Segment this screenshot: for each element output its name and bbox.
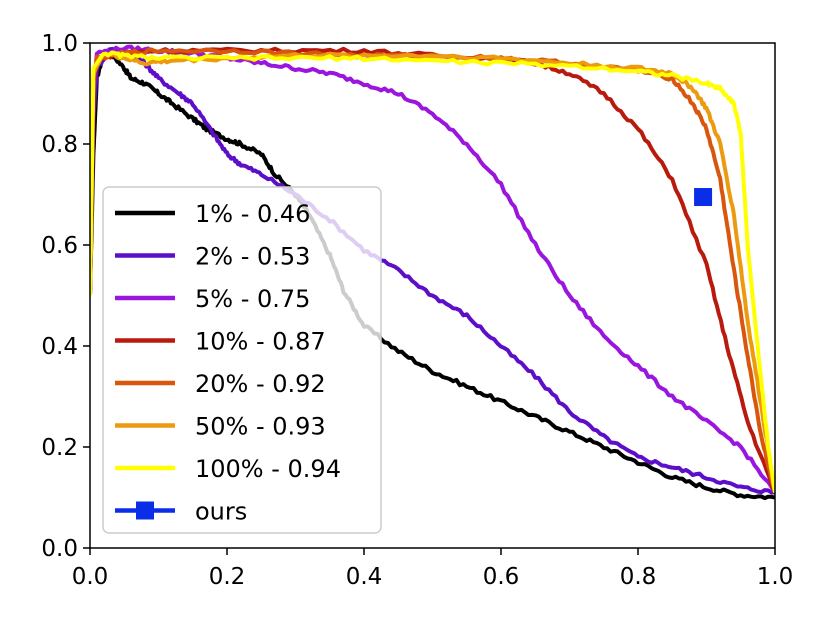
plot-frame: [89, 42, 776, 549]
legend-label: 100% - 0.94: [195, 455, 341, 483]
legend-box: [102, 186, 382, 534]
x-tick-label: 0.8: [620, 564, 657, 590]
legend: 1% - 0.46 2% - 0.53 5% - 0.75 10% - 0.87 20%…: [102, 186, 382, 534]
marker-ours: [694, 188, 713, 207]
legend-marker: [136, 501, 154, 520]
legend-label: 5% - 0.75: [195, 285, 310, 313]
legend-label: ours: [195, 498, 247, 526]
x-tick-label: 1.0: [757, 564, 794, 590]
legend-label: 1% - 0.46: [195, 200, 310, 228]
y-tick-label: 1.0: [41, 31, 78, 57]
marker-layer: [694, 188, 713, 207]
y-axis: 0.0 0.2 0.4 0.6 0.8 1.0: [41, 31, 90, 562]
legend-label: 2% - 0.53: [195, 243, 310, 271]
y-tick-label: 0.8: [41, 132, 78, 158]
legend-label: 20% - 0.92: [195, 370, 326, 398]
series-line-6: [90, 50, 775, 493]
y-tick-label: 0.2: [41, 435, 78, 461]
x-tick-label: 0.4: [346, 564, 383, 590]
x-tick-label: 0.0: [72, 564, 109, 590]
y-tick-label: 0.0: [41, 536, 78, 562]
y-tick-label: 0.6: [41, 233, 78, 259]
x-tick-label: 0.6: [483, 564, 520, 590]
legend-label: 50% - 0.93: [195, 413, 326, 441]
series-line-5: [90, 51, 775, 493]
y-tick-label: 0.4: [41, 334, 78, 360]
legend-label: 10% - 0.87: [195, 328, 326, 356]
x-tick-label: 0.2: [209, 564, 246, 590]
x-axis: 0.0 0.2 0.4 0.6 0.8 1.0: [72, 548, 794, 590]
